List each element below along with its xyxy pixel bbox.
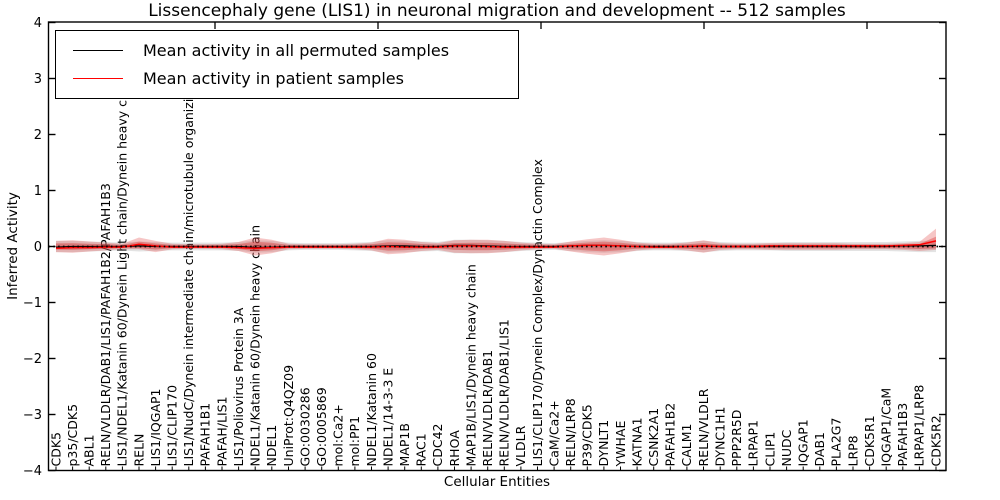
y-tick-label: 3 [34, 72, 42, 87]
x-category-label: LIS1/IQGAP1 [148, 388, 163, 466]
x-category-label: PAFAH1B1 [198, 403, 213, 467]
x-category-label: CDC42 [430, 424, 445, 467]
x-category-label: CLIP1 [762, 432, 777, 467]
y-axis-title: Inferred Activity [5, 192, 21, 300]
legend-label-patient: Mean activity in patient samples [143, 69, 404, 89]
legend-item-permuted: Mean activity in all permuted samples [56, 41, 518, 60]
x-category-label: mol:Ca2+ [331, 404, 346, 466]
patient-band-outer [56, 228, 936, 256]
x-category-label: CDK5 [48, 432, 63, 467]
x-category-label: LIS1/NudC/Dynein intermediate chain/micr… [181, 38, 196, 467]
y-tick-label: 2 [34, 128, 42, 143]
x-category-label: IQGAP1 [796, 419, 811, 466]
x-category-label: RHOA [447, 430, 462, 467]
x-category-label: RELN/VLDLR [696, 388, 711, 466]
y-tick-label: −3 [23, 408, 42, 423]
x-category-label: GO:0005869 [314, 387, 329, 466]
legend-box: Mean activity in all permuted samples Me… [55, 30, 519, 99]
permuted-line-swatch [73, 49, 123, 51]
x-category-label: LRP8 [845, 435, 860, 466]
x-category-label: P39/CDK5 [580, 404, 595, 466]
x-axis-title: Cellular Entities [443, 474, 551, 490]
x-category-label: RELN/VLDLR/DAB1/LIS1/PAFAH1B2/PAFAH1B3 [98, 183, 113, 466]
y-tick-label: −1 [23, 296, 42, 311]
x-category-label: RELN/VLDLR/DAB1 [480, 350, 495, 467]
x-category-label: DAB1 [812, 432, 827, 467]
patient-line-swatch [73, 78, 123, 80]
x-category-label: LIS1/CLIP170 [165, 385, 180, 467]
x-category-label: RELN/LRP8 [563, 398, 578, 466]
x-category-label: CaM/Ca2+ [546, 400, 561, 466]
x-category-label: KATNA1 [629, 417, 644, 466]
x-category-label: MAP1B [397, 423, 412, 466]
y-tick-label: 1 [34, 184, 42, 199]
x-category-label: LRPAP1/LRP8 [912, 385, 927, 467]
x-category-label: PAFAH1B3 [895, 403, 910, 467]
x-category-label: UniProt:Q4QZ09 [281, 365, 296, 467]
x-category-label: LIS1/CLIP170/Dynein Complex/Dynactin Com… [530, 159, 545, 466]
x-category-label: CDK5R1 [862, 415, 877, 466]
x-category-label: RAC1 [414, 433, 429, 466]
x-category-label: NDEL1/Katanin 60/Dynein heavy chain [248, 225, 263, 467]
y-tick-label: 4 [34, 16, 42, 31]
legend-item-patient: Mean activity in patient samples [56, 69, 518, 88]
x-category-label: PAFAH1B2 [663, 403, 678, 467]
x-category-label: LRPAP1 [746, 420, 761, 466]
y-tick-label: −2 [23, 352, 42, 367]
x-category-label: RELN [131, 434, 146, 467]
x-category-label: PLA2G7 [829, 418, 844, 467]
x-category-label: PPP2R5D [729, 410, 744, 467]
y-tick-label: 0 [34, 240, 42, 255]
y-tick-label: −4 [23, 464, 42, 479]
x-category-label: CDK5R2 [928, 415, 943, 466]
x-category-label: GO:0030286 [297, 387, 312, 466]
x-category-label: VLDLR [513, 425, 528, 466]
x-category-label: LIS1/NDEL1/Katanin 60/Dynein Light chain… [115, 73, 130, 467]
x-category-label: CSNK2A1 [646, 408, 661, 467]
x-category-label: MAP1B/LIS1/Dynein heavy chain [463, 264, 478, 466]
x-category-label: DYNLT1 [596, 420, 611, 467]
x-category-label: YWHAE [613, 421, 628, 468]
x-category-label: mol:PP1 [347, 416, 362, 467]
x-category-label: CALM1 [679, 424, 694, 467]
x-category-label: NDEL1/14-3-3 E [380, 368, 395, 467]
x-category-label: NDEL1 [264, 425, 279, 467]
chart-title: Lissencephaly gene (LIS1) in neuronal mi… [148, 1, 846, 21]
x-category-label: NDEL1/Katanin 60 [364, 353, 379, 466]
x-category-label: DYNC1H1 [713, 407, 728, 467]
x-category-label: RELN/VLDLR/DAB1/LIS1 [497, 319, 512, 466]
x-category-label: PAFAH/LIS1 [214, 396, 229, 466]
x-category-label: IQGAP1/CaM [879, 388, 894, 467]
x-category-label: NUDC [779, 429, 794, 466]
x-category-label: ABL1 [82, 434, 97, 466]
x-category-label: p35/CDK5 [65, 404, 80, 467]
x-category-label: LIS1/Poliovirus Protein 3A [231, 307, 246, 466]
legend-label-permuted: Mean activity in all permuted samples [143, 40, 450, 60]
